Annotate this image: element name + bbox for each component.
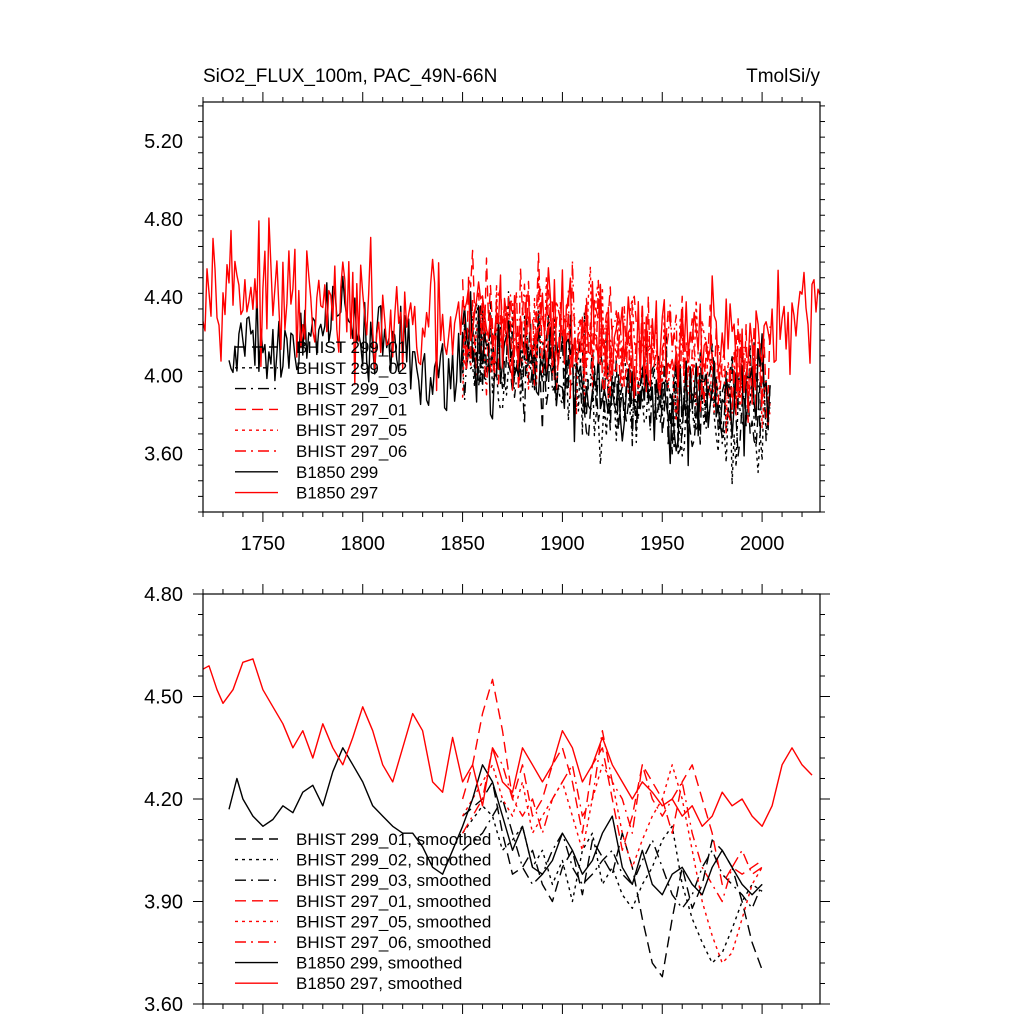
plot-frame: [202, 101, 821, 513]
legend-label-bhist-299-03-smoothed: BHIST 299_03, smoothed: [296, 871, 491, 890]
y-tick-label: 3.90: [144, 892, 183, 914]
x-tick-label: 1950: [640, 533, 685, 555]
legend-label-b1850-297-smoothed: B1850 297, smoothed: [296, 974, 462, 993]
x-tick-label: 1800: [340, 533, 385, 555]
series-line-b1850-297-smoothed: [203, 658, 813, 827]
y-tick-label: 4.80: [144, 584, 183, 606]
series-line-bhist-299-02-smoothed: [462, 805, 763, 964]
legend-label-bhist-299-02-smoothed: BHIST 299_02, smoothed: [296, 851, 491, 870]
series-line-bhist-299-02: [461, 302, 771, 486]
x-tick-label: 1900: [540, 533, 585, 555]
legend-label-b1850-299: B1850 299: [296, 463, 378, 482]
legend-label-bhist-299-02: BHIST 299_02: [296, 359, 407, 378]
legend-label-bhist-297-01-smoothed: BHIST 297_01, smoothed: [296, 892, 491, 911]
legend-label-bhist-297-05: BHIST 297_05: [296, 421, 407, 440]
legend-label-bhist-297-06-smoothed: BHIST 297_06, smoothed: [296, 933, 491, 952]
y-tick-label: 4.40: [144, 287, 183, 309]
series-line-bhist-297-06-smoothed: [461, 730, 763, 903]
series-line-bhist-299-03-smoothed: [462, 798, 763, 909]
legend-label-bhist-299-01-smoothed: BHIST 299_01, smoothed: [296, 830, 491, 849]
y-tick-label: 3.60: [144, 994, 183, 1016]
legend-label-bhist-297-05-smoothed: BHIST 297_05, smoothed: [296, 912, 491, 931]
x-tick-label: 1750: [241, 533, 286, 555]
top-axes: 3.60 4.00 4.40 4.80 5.20 1750 1800 1850 1900 1950…: [144, 92, 825, 555]
y-tick-label: 5.20: [144, 131, 183, 153]
legend-label-b1850-299-smoothed: B1850 299, smoothed: [296, 954, 462, 973]
bottom-axes: 3.60 3.90 4.20 4.50 4.80: [144, 584, 830, 1016]
series-line-b1850-299-cont: [461, 291, 771, 467]
bottom-legend: BHIST 299_01, smoothed BHIST 299_02, smoo…: [235, 830, 491, 993]
y-tick-label: 4.20: [144, 789, 183, 811]
y-tick-label: 4.50: [144, 687, 183, 709]
y-tick-label: 4.00: [144, 365, 183, 387]
bottom-series-group: [203, 658, 813, 978]
series-line-b1850-299-smoothed: [228, 747, 763, 896]
top-chart-units: TmolSi/y: [746, 66, 820, 87]
legend-label-bhist-299-01: BHIST 299_01: [296, 338, 407, 357]
bottom-panel: 3.60 3.90 4.20 4.50 4.80 BHIST 299_01, smoot…: [144, 584, 830, 1016]
top-panel: SiO2_FLUX_100m, PAC_49N-66N TmolSi/y 3.6…: [144, 66, 825, 555]
legend-label-bhist-299-03: BHIST 299_03: [296, 380, 407, 399]
x-tick-label: 2000: [740, 533, 785, 555]
legend-label-b1850-297: B1850 297: [296, 484, 378, 503]
x-tick-label: 1850: [440, 533, 485, 555]
legend-label-bhist-297-06: BHIST 297_06: [296, 442, 407, 461]
series-line-bhist-297-05-smoothed: [461, 764, 763, 964]
y-tick-label: 3.60: [144, 443, 183, 465]
top-chart-title: SiO2_FLUX_100m, PAC_49N-66N: [203, 66, 497, 87]
top-series-group: [203, 217, 820, 486]
series-line-b1850-297: [203, 217, 820, 399]
legend-label-bhist-297-01: BHIST 297_01: [296, 400, 407, 419]
y-tick-label: 4.80: [144, 209, 183, 231]
